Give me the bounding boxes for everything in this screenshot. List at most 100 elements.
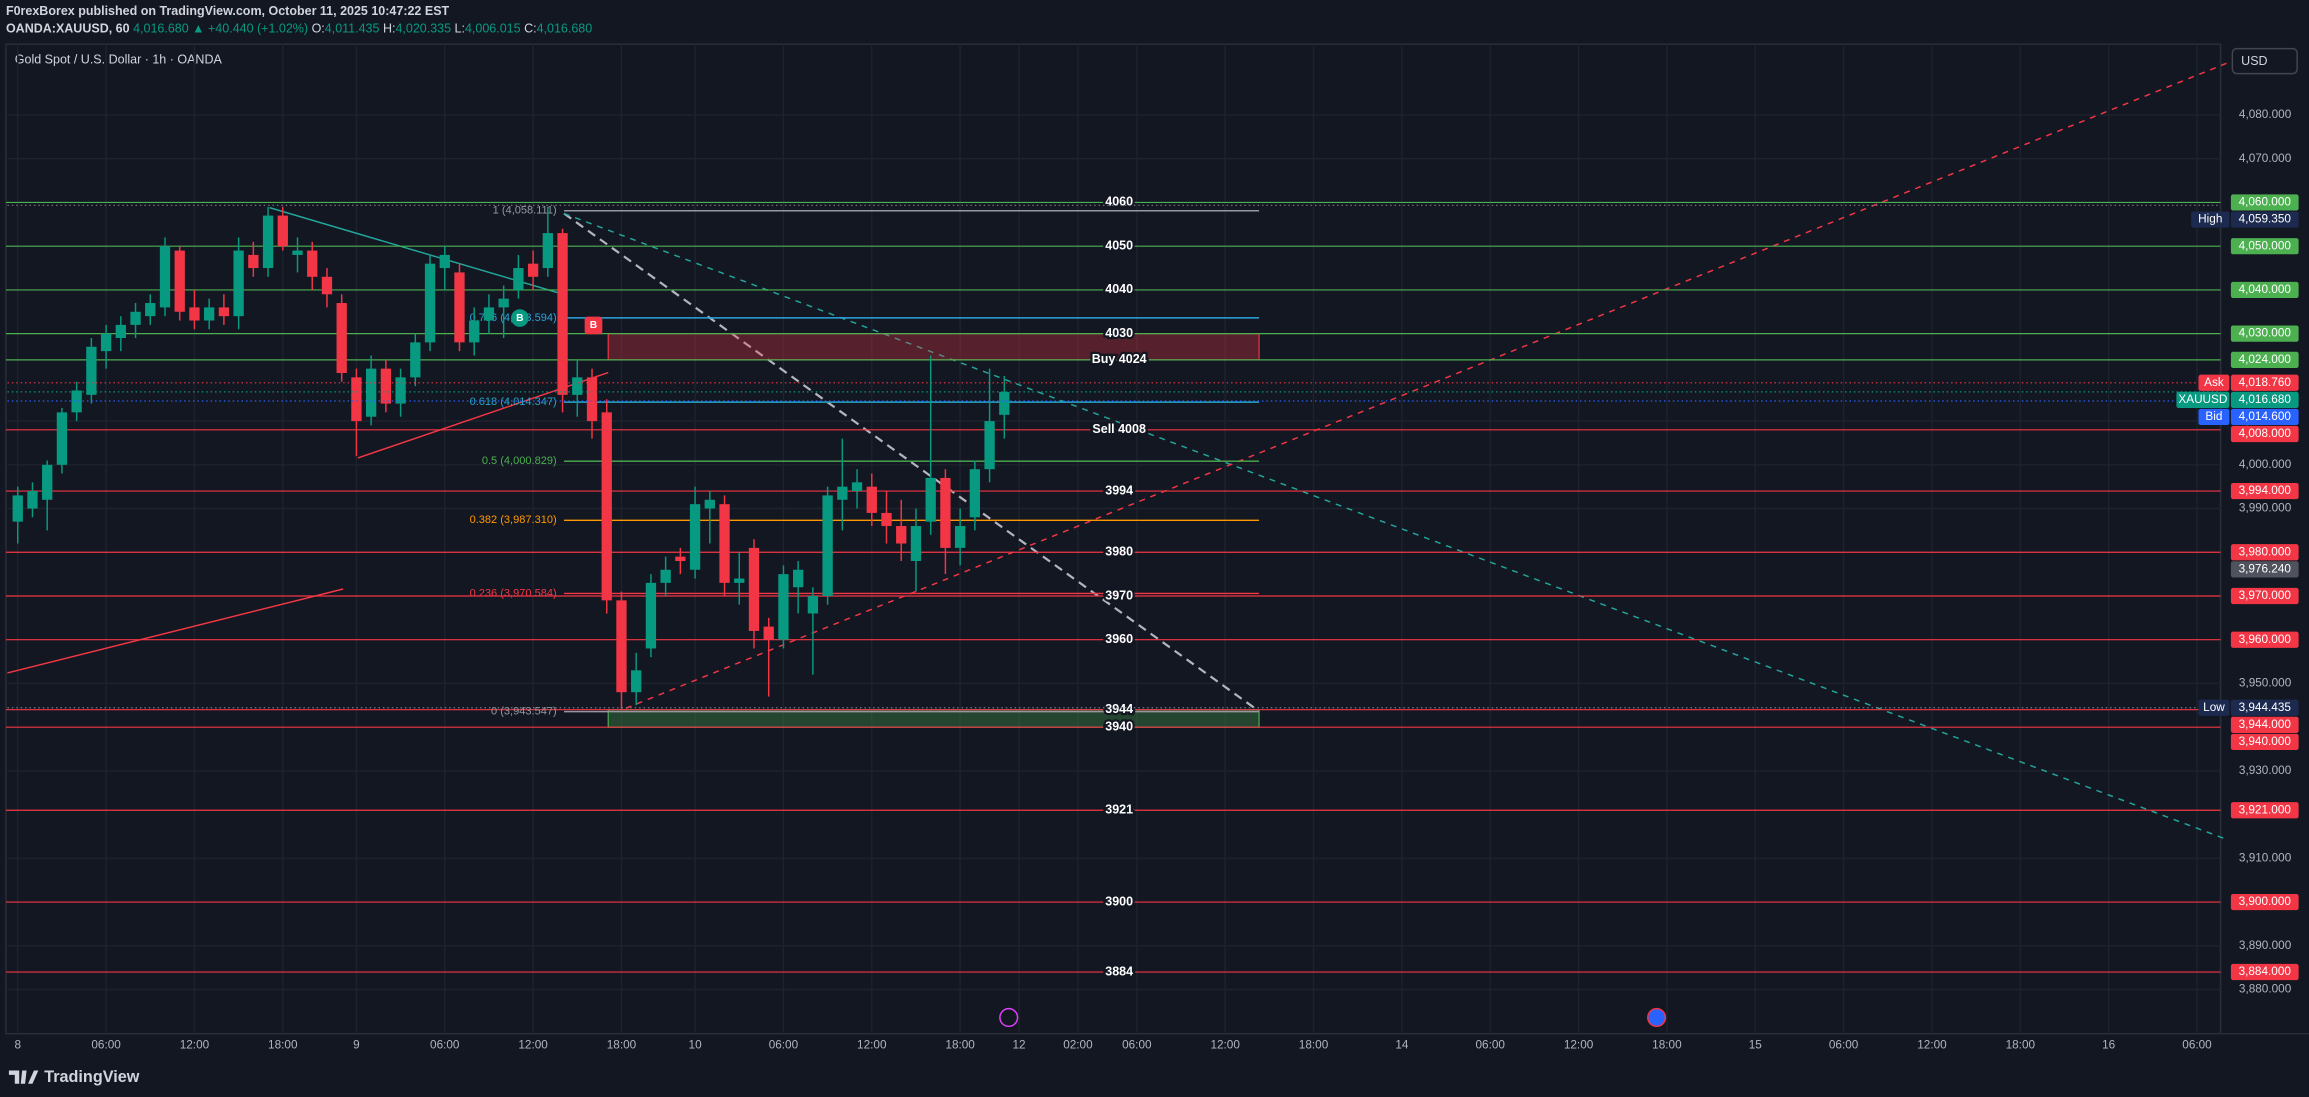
candle-body [734, 578, 745, 583]
level-label: 3994 [1105, 483, 1133, 497]
price-zone [607, 333, 1260, 361]
candle-body [483, 307, 495, 321]
event-icon[interactable] [1647, 1007, 1667, 1028]
level-label: 3960 [1105, 632, 1133, 646]
price-change: ▲ +40.440 (+1.02%) [192, 22, 308, 36]
level-label: 3921 [1105, 803, 1133, 817]
price-label: 4,050.000 [2239, 239, 2292, 252]
candle-body [27, 491, 38, 509]
candle-body [56, 412, 68, 465]
price-label-box [2230, 281, 2299, 299]
candle-body [424, 263, 436, 343]
candle-body [115, 324, 126, 339]
candle-body [954, 526, 966, 548]
price-label-box [2230, 587, 2299, 605]
candle-body [71, 390, 82, 413]
price-tag-box [2191, 211, 2230, 228]
price-tag: Bid [2205, 410, 2222, 423]
candle-body [395, 377, 406, 404]
ohlc-key: L: [455, 22, 465, 36]
price-label: 4,024.000 [2239, 353, 2292, 366]
price-label-box [2230, 716, 2299, 733]
y-tick-label: 3,930.000 [2239, 764, 2292, 777]
candle-body [660, 569, 671, 583]
sell-marker[interactable] [584, 316, 603, 335]
price-tag: High [2198, 213, 2222, 226]
x-tick-label: 18:00 [268, 1039, 298, 1052]
candle-body [100, 333, 112, 352]
price-label: 3,944.435 [2239, 701, 2292, 714]
price-label: 3,980.000 [2239, 545, 2292, 558]
candle-body [365, 368, 377, 417]
level-label: 4050 [1105, 238, 1133, 252]
price-label: 3,940.000 [2239, 735, 2292, 748]
x-tick-label: 10 [689, 1039, 703, 1052]
x-tick-label: 9 [353, 1039, 360, 1052]
last-price: 4,016.680 [133, 22, 189, 36]
candle-body [248, 254, 259, 269]
x-tick-label: 12:00 [1917, 1039, 1947, 1052]
price-tag-box [2176, 391, 2230, 408]
ohlc-value: 4,016.680 [537, 22, 593, 36]
price-label-box [2230, 238, 2299, 255]
price-label-box [2230, 544, 2299, 561]
ohlc-value: 4,011.435 [325, 22, 380, 36]
candle-body [542, 233, 553, 269]
candle-body [940, 477, 951, 548]
candle-body [12, 495, 23, 522]
event-icon[interactable] [999, 1007, 1019, 1028]
candle-body [321, 276, 333, 295]
candle-body [380, 368, 392, 404]
candle-body [86, 346, 97, 395]
currency-button[interactable] [2231, 47, 2298, 75]
logo-mark [8, 1070, 39, 1084]
ohlc-key: H: [383, 22, 396, 36]
level-label: 3970 [1105, 588, 1133, 602]
candle-body [145, 303, 156, 317]
level-label: 4030 [1105, 326, 1133, 340]
price-label-box [2230, 561, 2299, 578]
x-tick-label: 06:00 [2182, 1039, 2212, 1052]
price-label: 4,014.600 [2239, 410, 2292, 423]
level-label: Buy 4024 [1092, 352, 1147, 366]
ohlc-value: 4,020.335 [395, 22, 451, 36]
price-tag: XAUUSD [2178, 393, 2227, 406]
brand-logo [8, 1070, 39, 1084]
price-label-box [2230, 425, 2299, 443]
candle-body [572, 377, 583, 395]
buy-marker[interactable] [511, 309, 529, 327]
fib-label: 0.618 (4,014.347) [470, 396, 557, 408]
candle-body [557, 233, 568, 395]
level-label: Sell 4008 [1092, 422, 1146, 436]
chart-title: Gold Spot / U.S. Dollar · 1h · OANDA [15, 53, 223, 67]
price-label-box [2230, 699, 2299, 716]
candle-body [586, 377, 598, 422]
y-tick-label: 4,080.000 [2239, 108, 2292, 121]
level-label: 4040 [1105, 282, 1133, 296]
candle-body [42, 464, 53, 500]
price-label: 4,016.680 [2239, 393, 2292, 406]
candle-body [793, 569, 804, 588]
marker-label: B [516, 313, 523, 324]
price-label: 3,884.000 [2239, 965, 2292, 978]
y-tick-label: 3,880.000 [2239, 983, 2292, 996]
candle-body [631, 670, 642, 693]
x-tick-label: 15 [1749, 1039, 1763, 1052]
price-label-box [2230, 374, 2299, 391]
price-label: 4,060.000 [2239, 196, 2292, 209]
price-label-box [2230, 194, 2299, 211]
candle-body [645, 582, 657, 649]
x-tick-label: 18:00 [607, 1039, 637, 1052]
price-tag: Ask [2204, 376, 2224, 389]
candle-body [174, 250, 185, 312]
candle-body [984, 421, 995, 470]
price-label: 3,960.000 [2239, 633, 2292, 646]
candle-body [969, 469, 981, 518]
x-tick-label: 12:00 [518, 1039, 548, 1052]
x-tick-label: 06:00 [1829, 1039, 1859, 1052]
price-label-box [2230, 631, 2299, 648]
level-label: 3884 [1105, 964, 1133, 978]
price-label: 3,976.240 [2239, 562, 2292, 575]
level-label: 3900 [1105, 894, 1133, 908]
